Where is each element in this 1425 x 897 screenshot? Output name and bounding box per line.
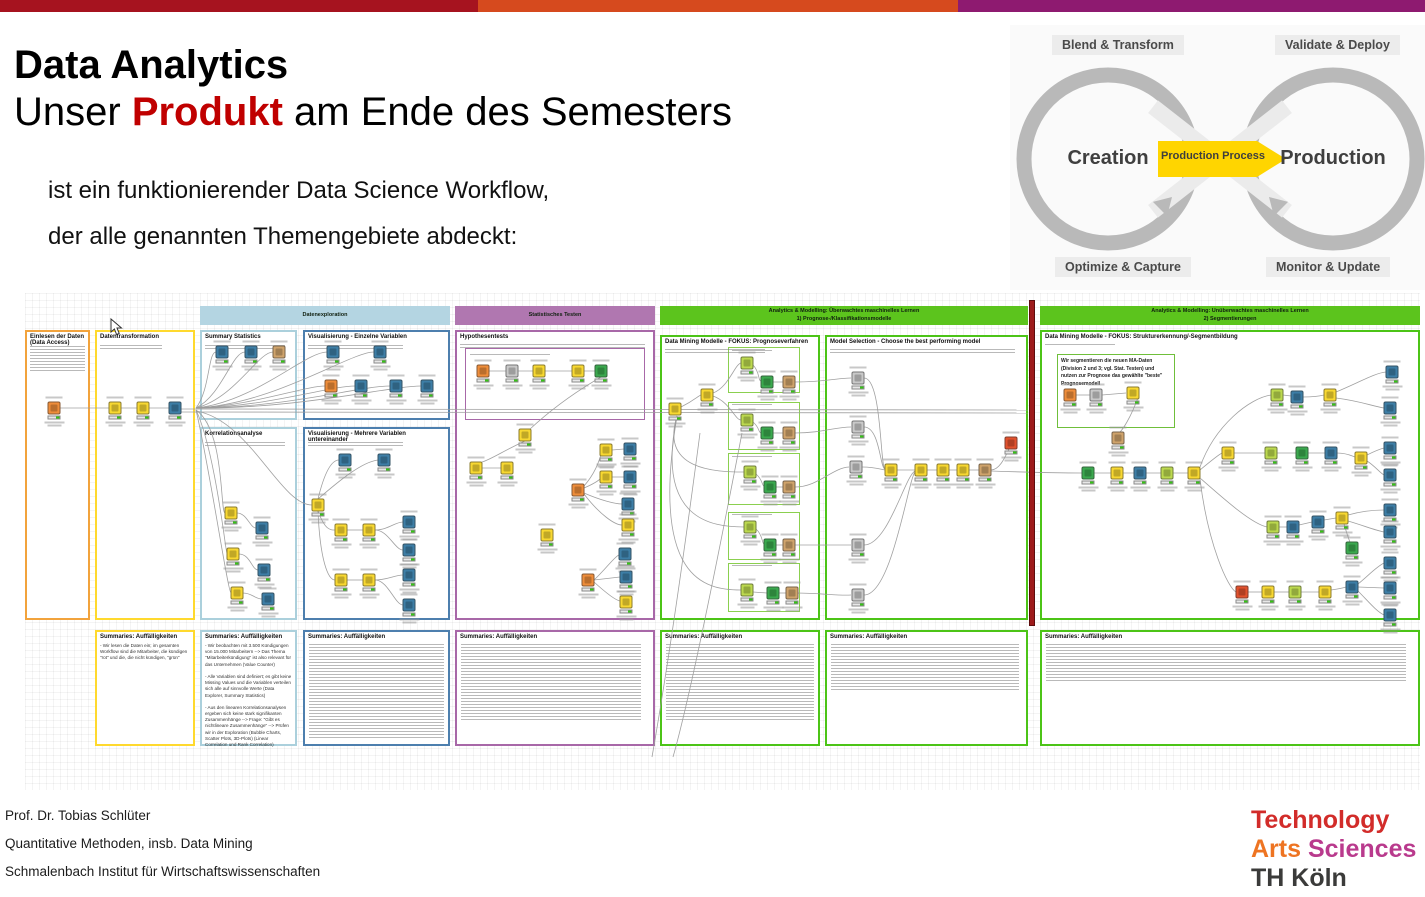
footer: Prof. Dr. Tobias Schlüter Quantitative M… [5,802,320,886]
accent-segment-purple [958,0,1425,12]
slide-subtitle: ist ein funktionierender Data Science Wo… [48,168,549,260]
creation-label: Creation [1067,147,1149,169]
production-label: Production [1280,147,1386,169]
mouse-cursor [110,318,123,336]
th-koeln-logo: Technology Arts Sciences TH Köln [1251,806,1416,893]
loop-arrowhead-icon [1152,196,1173,217]
logo-word-technology: Technology [1251,806,1390,834]
subtitle-line2: der alle genannten Themengebiete abdeckt… [48,223,518,250]
badge-optimize-capture: Optimize & Capture [1055,257,1191,277]
logo-word-thkoeln: TH Köln [1251,864,1347,892]
footer-author: Prof. Dr. Tobias Schlüter [5,808,151,823]
title-line2-pre: Unser [14,90,132,134]
production-process-label: Production Process [1161,150,1265,162]
title-line1: Data Analytics [14,43,289,87]
title-highlight: Produkt [131,90,283,134]
loop-arrowhead-icon [1268,196,1289,217]
badge-monitor-update: Monitor & Update [1266,257,1391,277]
title-line2: Unser Produkt am Ende des Semesters [14,89,732,136]
slide-title: Data Analytics Unser Produkt am Ende des… [14,42,732,136]
accent-segment-orange [478,0,958,12]
production-cycle-diagram: Blend & Transform Validate & Deploy Opti… [1010,25,1425,290]
footer-institute: Schmalenbach Institut für Wirtschaftswis… [5,864,321,879]
logo-word-arts: Arts [1251,835,1302,863]
production-process-arrow-icon [1158,141,1286,177]
top-accent-bar [0,0,1425,12]
badge-blend-transform: Blend & Transform [1052,35,1184,55]
logo-word-sciences: Sciences [1307,835,1417,863]
subtitle-line1: ist ein funktionierender Data Science Wo… [48,177,550,204]
footer-department: Quantitative Methoden, insb. Data Mining [5,836,253,851]
cycle-loops-graphic [1016,67,1425,251]
workflow-canvas [25,293,1420,790]
accent-segment-darkred [0,0,478,12]
section-divider-bar [1029,300,1035,626]
title-line2-post: am Ende des Semesters [282,90,733,134]
badge-validate-deploy: Validate & Deploy [1275,35,1400,55]
